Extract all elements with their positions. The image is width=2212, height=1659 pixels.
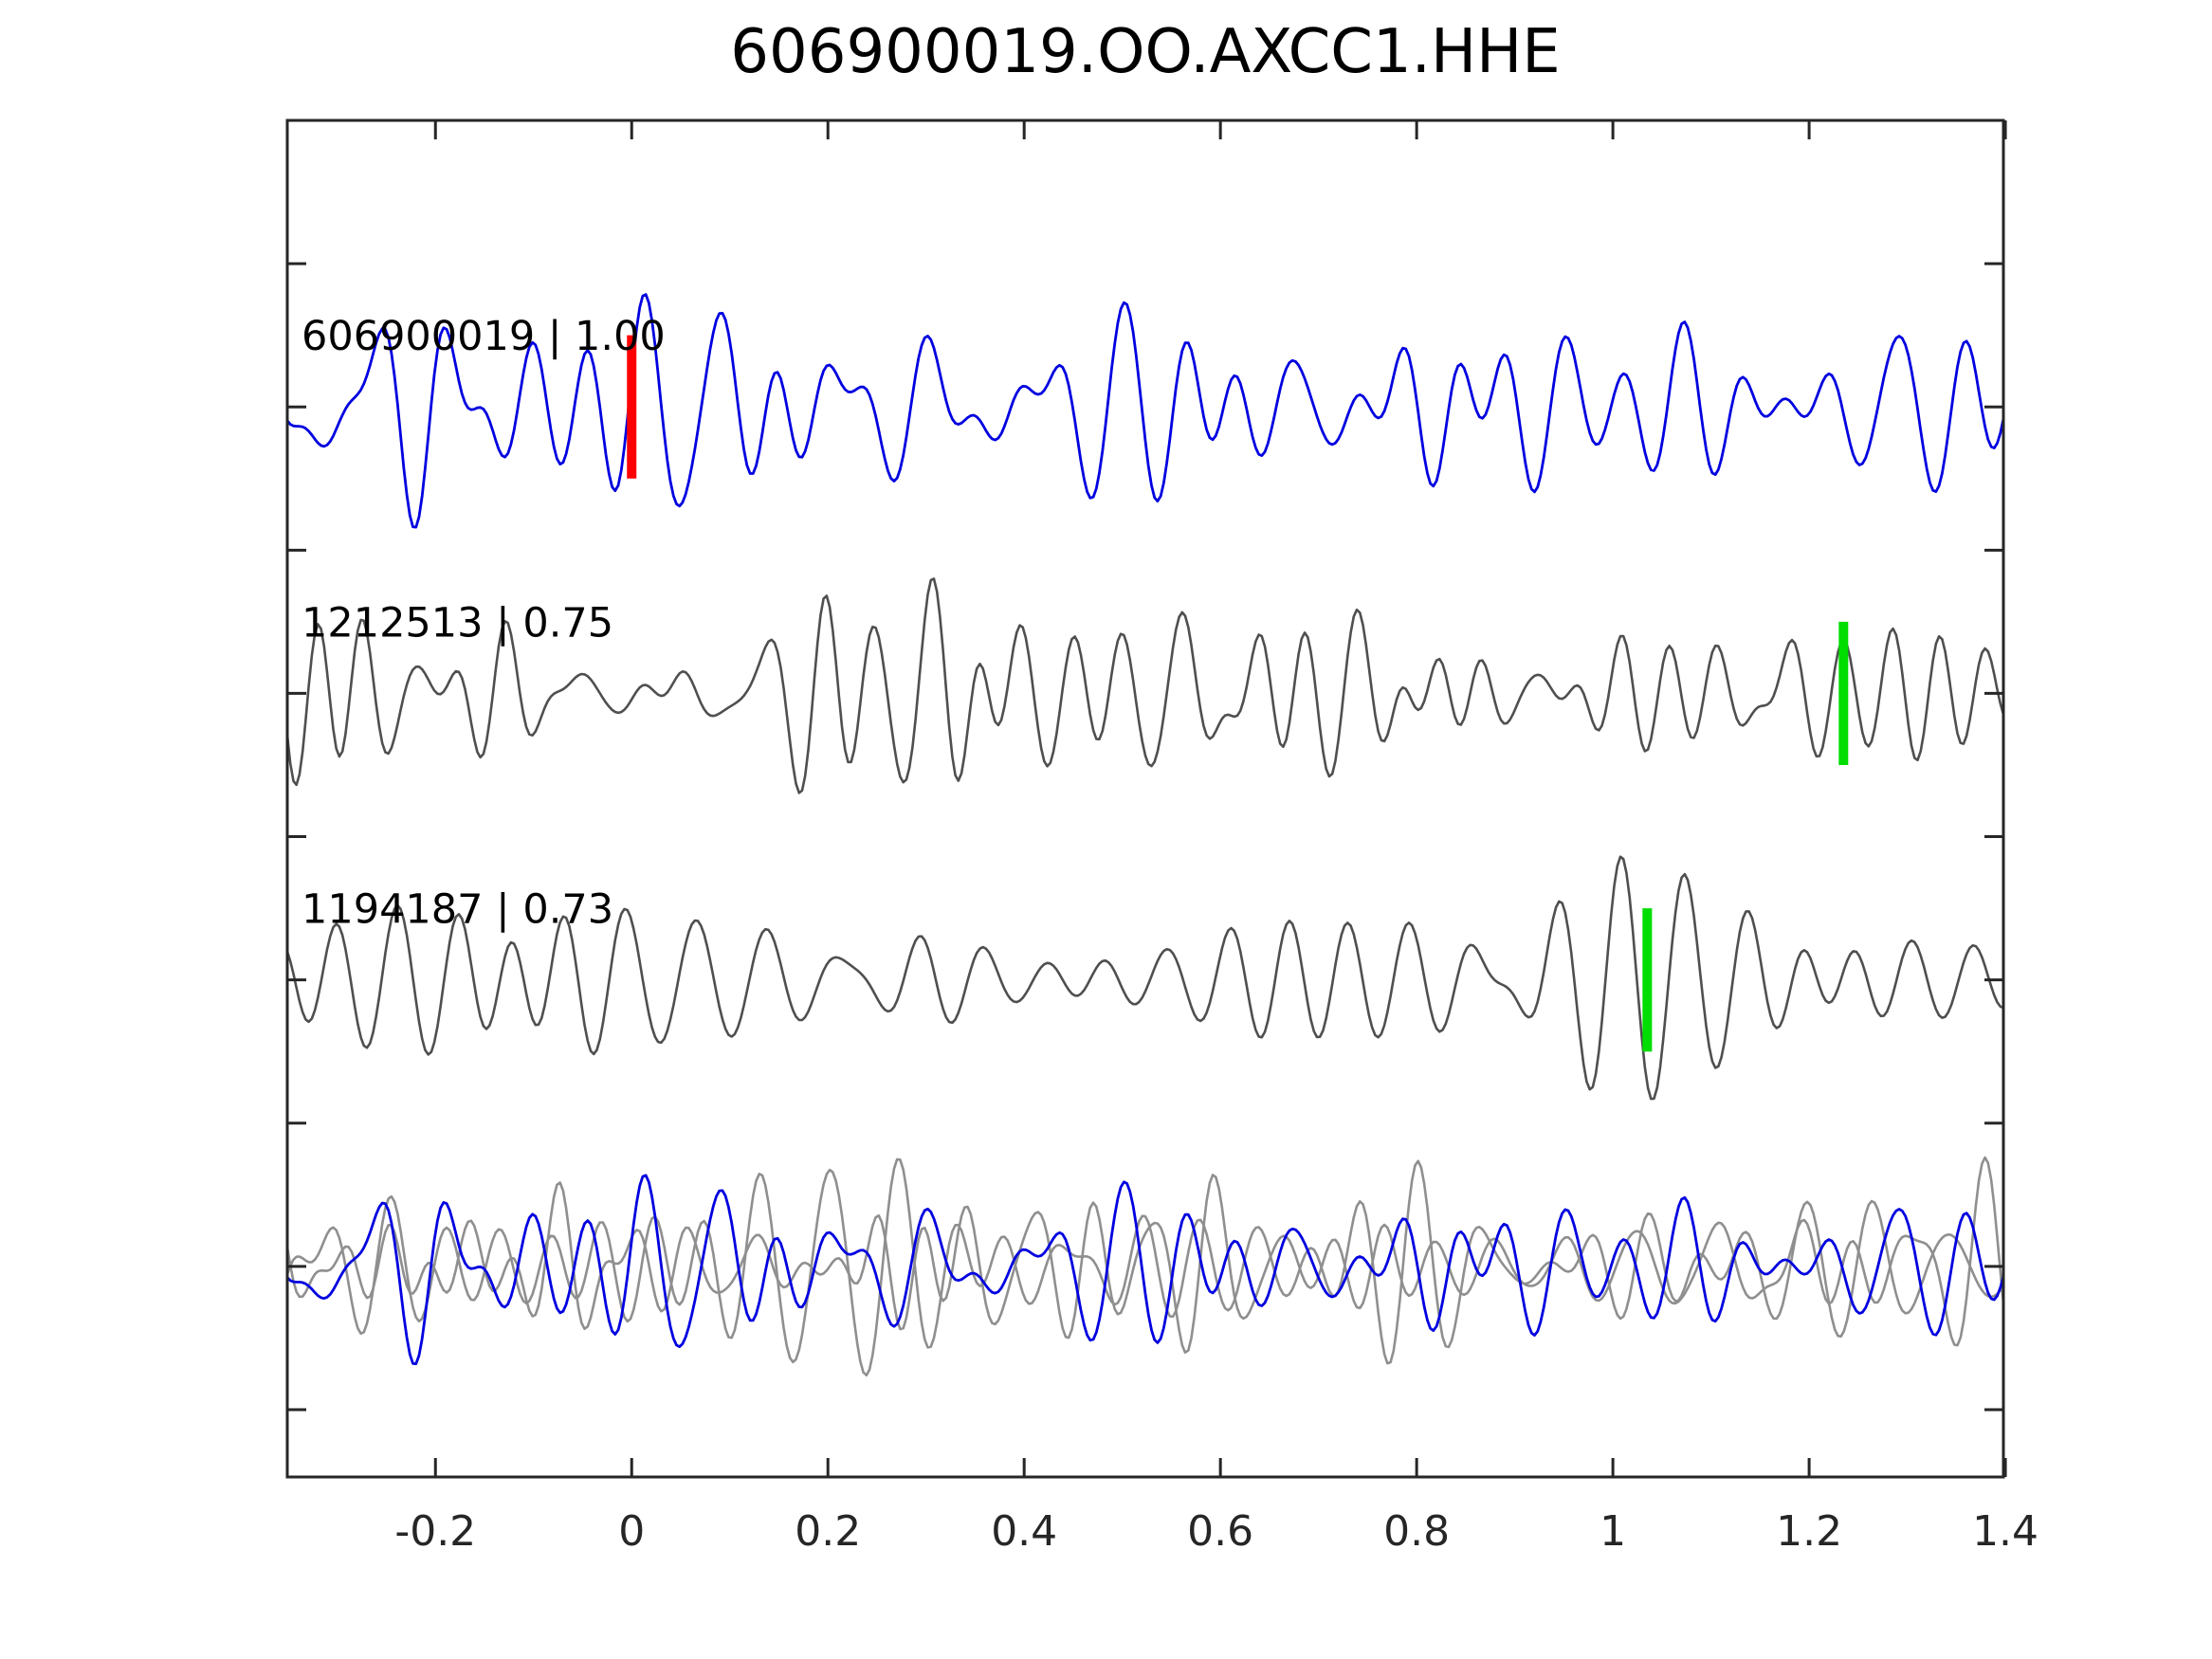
figure-title: 606900019.OO.AXCC1.HHE — [730, 17, 1561, 87]
match-trace-1-label: 1212513 | 0.75 — [302, 599, 613, 647]
x-tick-label: 0.8 — [1383, 1507, 1450, 1556]
overlay-trace-waveform-path-2 — [287, 1158, 2003, 1376]
match-trace-1-waveform-path — [287, 577, 2003, 794]
match-trace-2-label: 1194187 | 0.73 — [302, 886, 613, 934]
x-tick-label: 1 — [1600, 1507, 1626, 1556]
reference-trace-label: 606900019 | 1.00 — [302, 313, 666, 360]
match-trace-2-waveform-path — [287, 855, 2003, 1101]
reference-trace-waveform-path — [287, 293, 2003, 529]
x-tick-label: 1.2 — [1776, 1507, 1842, 1556]
overlay-trace-waveform-path-3 — [287, 1174, 2003, 1365]
x-tick-label: -0.2 — [394, 1507, 476, 1556]
axis-spines — [285, 118, 2005, 1479]
x-tick-label: 0.4 — [991, 1507, 1057, 1556]
x-tick-label: 1.4 — [1972, 1507, 2038, 1556]
x-tick-label: 0 — [618, 1507, 645, 1556]
x-tick-label: 0.6 — [1187, 1507, 1253, 1556]
x-tick-label: 0.2 — [795, 1507, 861, 1556]
